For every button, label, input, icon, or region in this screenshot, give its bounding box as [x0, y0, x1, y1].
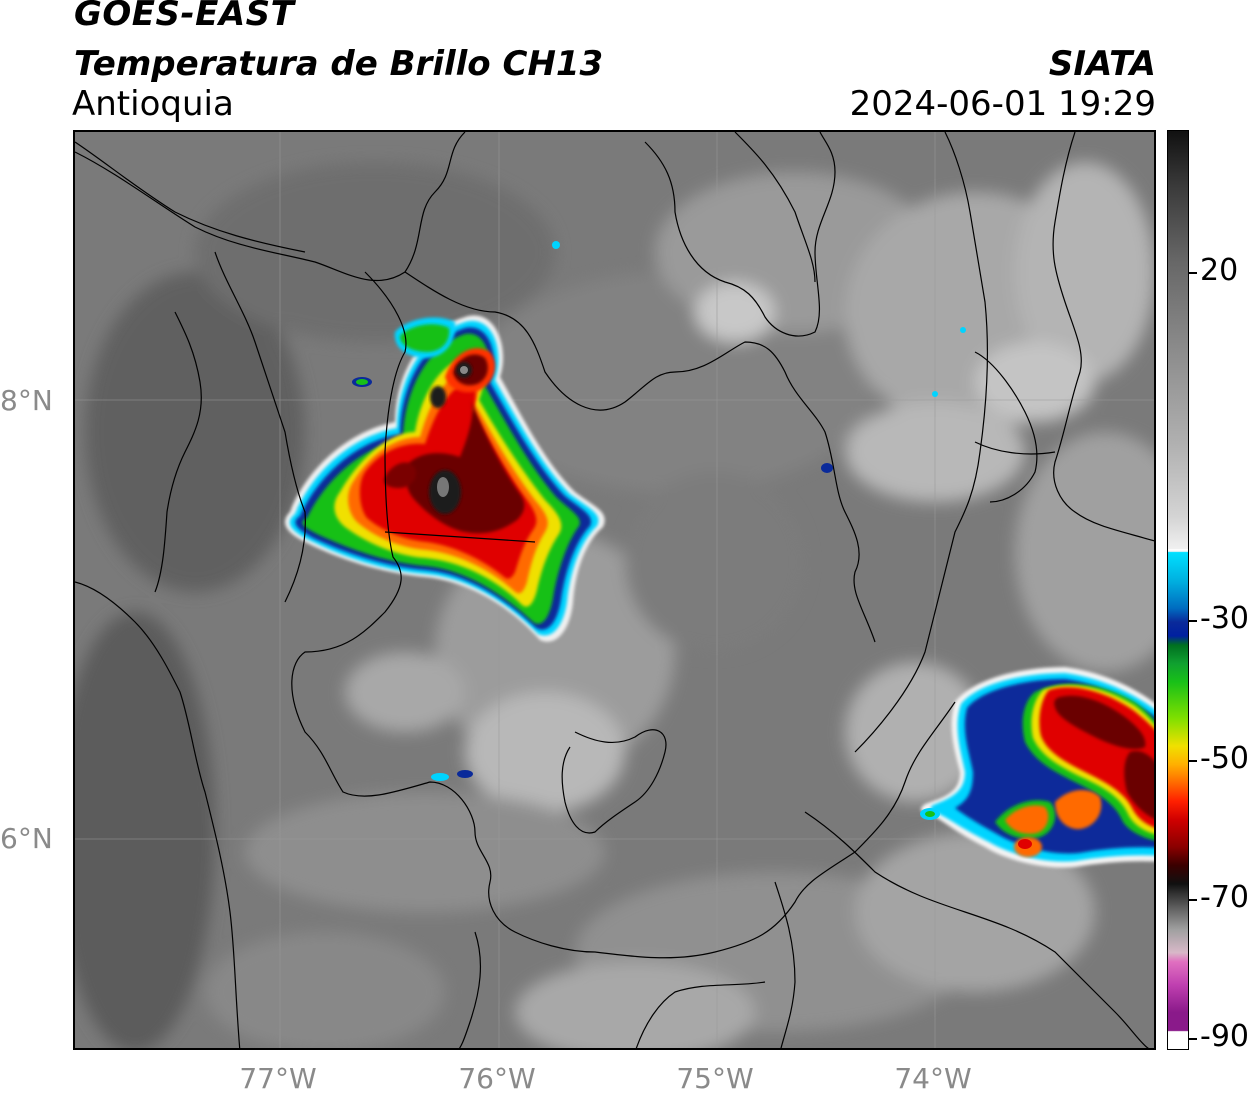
lat-label-8n: 8°N [0, 384, 53, 417]
storm-cell-east [920, 667, 1154, 868]
lon-label-77w: 77°W [239, 1062, 317, 1095]
colorbar-label-minus70: -70 [1200, 880, 1249, 915]
colorbar-label-minus30: -30 [1200, 601, 1249, 636]
lon-label-74w: 74°W [894, 1062, 972, 1095]
timestamp-label: 2024-06-01 19:29 [849, 84, 1156, 124]
organization-label: SIATA [1048, 44, 1156, 84]
cloud-texture [75, 162, 1154, 1048]
colorbar-tick [1189, 620, 1197, 622]
lon-label-75w: 75°W [676, 1062, 754, 1095]
colorbar-label-20: 20 [1200, 253, 1239, 288]
colorbar-tick [1189, 272, 1197, 274]
colorbar-label-minus90: -90 [1200, 1019, 1249, 1054]
colorbar-tick [1189, 760, 1197, 762]
satellite-map[interactable] [73, 130, 1156, 1050]
lat-label-6n: 6°N [0, 822, 53, 855]
satellite-title: GOES-EAST [74, 0, 295, 34]
colorbar-tick [1189, 899, 1197, 901]
lon-label-76w: 76°W [458, 1062, 536, 1095]
product-title: Temperatura de Brillo CH13 [74, 44, 604, 84]
temperature-colorbar [1167, 130, 1189, 1050]
colorbar-tick [1189, 1038, 1197, 1040]
region-title: Antioquia [72, 84, 234, 124]
colorbar-label-minus50: -50 [1200, 741, 1249, 776]
map-canvas [75, 132, 1154, 1048]
admin-borders [75, 132, 1154, 1048]
storm-cell-west [285, 241, 966, 781]
